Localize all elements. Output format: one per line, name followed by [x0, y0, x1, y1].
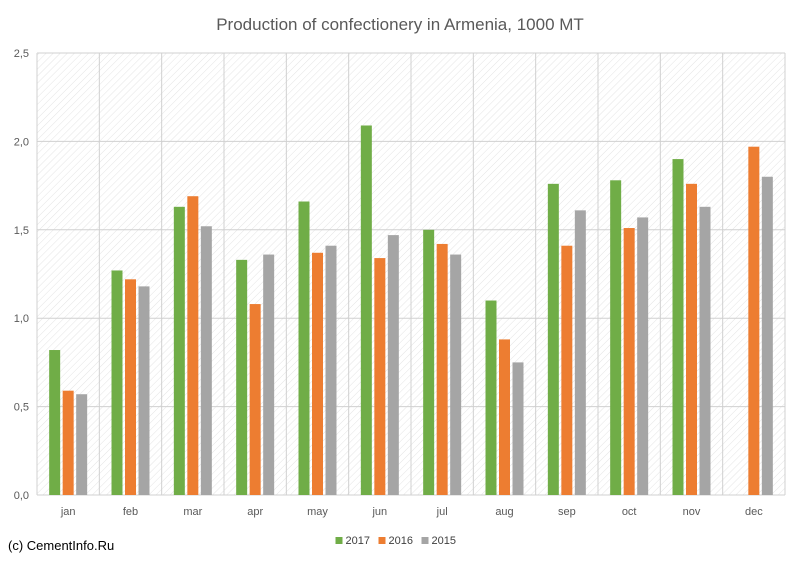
bar-2017-sep	[547, 183, 559, 495]
bar-2016-apr	[249, 304, 261, 495]
bar-2015-jan	[76, 394, 88, 495]
bar-2015-sep	[574, 210, 586, 496]
bar-2015-jun	[387, 235, 399, 495]
bar-2016-jun	[374, 258, 386, 495]
bar-2015-dec	[761, 176, 773, 495]
bar-2017-jan	[49, 350, 61, 495]
x-tick-label: oct	[622, 506, 637, 518]
x-tick-label: dec	[745, 506, 763, 518]
bar-2017-may	[298, 201, 310, 495]
x-tick-label: feb	[123, 506, 138, 518]
bar-2015-nov	[699, 206, 711, 496]
legend-swatch-2015	[421, 537, 429, 544]
y-tick-label: 1,5	[14, 225, 29, 237]
bar-2017-oct	[610, 180, 622, 495]
bar-2016-feb	[125, 279, 136, 495]
y-tick-label: 1,0	[14, 313, 29, 325]
x-tick-label: may	[307, 506, 328, 518]
y-tick-label: 2,0	[14, 136, 29, 148]
x-tick-label: jul	[436, 506, 448, 518]
bar-2016-dec	[748, 146, 760, 496]
bar-2017-jun	[360, 125, 372, 495]
legend-label: 2017	[346, 535, 370, 547]
bar-2017-mar	[173, 206, 185, 496]
x-tick-label: jun	[371, 506, 387, 518]
x-tick-label: sep	[558, 506, 576, 518]
bar-2017-jul	[423, 229, 435, 496]
legend-swatch-2016	[378, 537, 386, 544]
bar-2016-jul	[436, 243, 448, 495]
bar-2017-apr	[236, 259, 248, 495]
y-tick-label: 2,5	[14, 48, 29, 60]
x-tick-label: apr	[247, 506, 263, 518]
bar-2017-feb	[111, 270, 123, 495]
x-tick-label: mar	[183, 506, 202, 518]
bar-2015-may	[325, 245, 337, 495]
y-tick-label: 0,5	[14, 402, 29, 414]
legend-label: 2016	[389, 535, 413, 547]
source-note: (c) CementInfo.Ru	[8, 538, 115, 553]
bar-2015-mar	[200, 226, 212, 495]
bar-2017-nov	[672, 159, 684, 495]
bar-2016-may	[312, 252, 323, 495]
bar-2015-aug	[512, 362, 524, 495]
bar-2016-mar	[187, 196, 199, 495]
x-tick-label: nov	[683, 506, 701, 518]
legend-label: 2015	[432, 535, 456, 547]
chart-title: Production of confectionery in Armenia, …	[216, 15, 584, 34]
bar-2015-oct	[637, 217, 649, 495]
x-tick-label: jan	[60, 506, 76, 518]
bar-2016-jan	[62, 390, 74, 495]
legend-swatch-2017	[335, 537, 343, 544]
y-tick-label: 0,0	[14, 490, 29, 502]
bar-2015-apr	[263, 254, 275, 495]
bar-2015-jul	[450, 254, 462, 495]
bar-2017-aug	[485, 300, 497, 495]
bar-2016-aug	[499, 339, 510, 495]
bar-2016-sep	[561, 245, 573, 495]
bar-2016-nov	[686, 183, 697, 495]
bar-2016-oct	[623, 228, 635, 496]
x-tick-label: aug	[495, 506, 513, 518]
bar-2015-feb	[138, 286, 150, 495]
